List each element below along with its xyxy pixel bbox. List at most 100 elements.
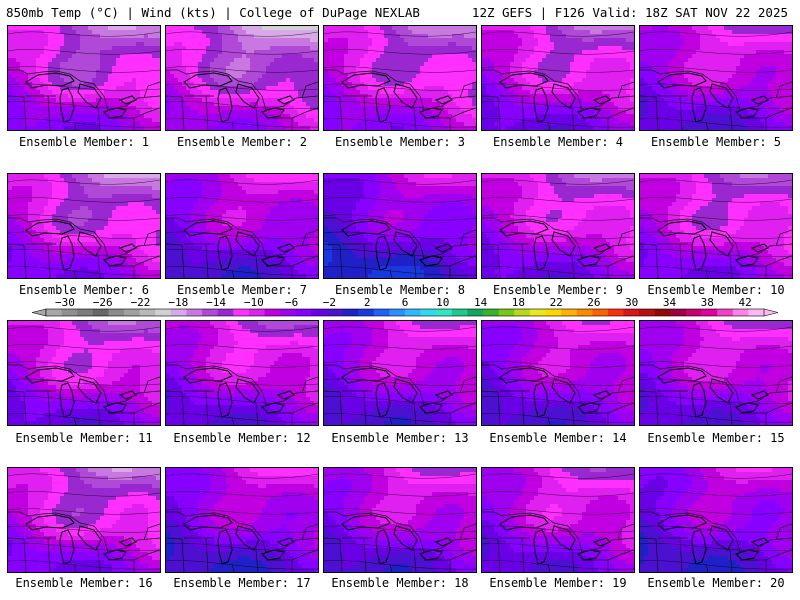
temperature-colorbar: −30 −26 −22 −18 −14 −10 −6 −2 2 6 10 14 18 22 26 30 34 38… bbox=[31, 296, 779, 317]
basemap-borders bbox=[8, 511, 160, 572]
ensemble-member-map-2 bbox=[165, 25, 319, 131]
streamlines bbox=[324, 326, 476, 423]
colorbar-swatch bbox=[233, 309, 250, 316]
colorbar-swatch bbox=[623, 309, 640, 316]
great-lakes-outline bbox=[657, 514, 769, 565]
streamlines bbox=[640, 326, 792, 423]
colorbar-swatch bbox=[576, 309, 593, 316]
colorbar-swatch bbox=[373, 309, 390, 316]
ensemble-member-map-1 bbox=[7, 25, 161, 131]
colorbar-swatch bbox=[717, 309, 734, 316]
temperature-field-map bbox=[8, 468, 160, 572]
basemap-borders bbox=[324, 69, 476, 130]
ensemble-member-label: Ensemble Member: 12 bbox=[163, 431, 321, 445]
ensemble-member-map-6 bbox=[7, 173, 161, 279]
colorbar-swatch bbox=[529, 309, 546, 316]
colorbar-swatch bbox=[748, 309, 765, 316]
colorbar-swatch bbox=[561, 309, 578, 316]
colorbar-tick-label: 2 bbox=[364, 296, 371, 309]
streamlines bbox=[166, 31, 318, 128]
colorbar-swatch bbox=[483, 309, 500, 316]
colorbar-tick-label: −26 bbox=[93, 296, 113, 309]
colorbar-swatch bbox=[701, 309, 718, 316]
streamlines bbox=[166, 473, 318, 570]
colorbar-swatch bbox=[186, 309, 203, 316]
basemap-borders bbox=[640, 217, 792, 278]
great-lakes-outline bbox=[25, 514, 137, 565]
great-lakes-outline bbox=[25, 72, 137, 123]
colorbar-swatch bbox=[326, 309, 343, 316]
colorbar-tick-label: −2 bbox=[323, 296, 336, 309]
colorbar-tick-label: 34 bbox=[663, 296, 677, 309]
streamlines bbox=[482, 473, 634, 570]
great-lakes-outline bbox=[499, 220, 611, 271]
ensemble-member-map-18 bbox=[323, 467, 477, 573]
basemap-borders bbox=[640, 511, 792, 572]
temperature-field-map bbox=[324, 174, 476, 278]
colorbar-swatch bbox=[420, 309, 437, 316]
basemap-borders bbox=[324, 511, 476, 572]
temperature-field-map bbox=[166, 468, 318, 572]
ensemble-member-label: Ensemble Member: 4 bbox=[479, 135, 637, 149]
ensemble-member-label: Ensemble Member: 17 bbox=[163, 576, 321, 590]
ensemble-member-map-4 bbox=[481, 25, 635, 131]
colorbar-arrow-low bbox=[31, 308, 47, 317]
streamlines bbox=[482, 179, 634, 276]
basemap-borders bbox=[640, 364, 792, 425]
ensemble-member-label: Ensemble Member: 20 bbox=[637, 576, 795, 590]
temperature-field-map bbox=[8, 26, 160, 130]
ensemble-member-map-15 bbox=[639, 320, 793, 426]
colorbar-tick-label: 14 bbox=[474, 296, 488, 309]
ensemble-member-map-8 bbox=[323, 173, 477, 279]
great-lakes-outline bbox=[25, 367, 137, 418]
colorbar-swatch bbox=[280, 309, 297, 316]
great-lakes-outline bbox=[341, 367, 453, 418]
basemap-borders bbox=[166, 511, 318, 572]
colorbar-tick-label: −14 bbox=[206, 296, 226, 309]
colorbar-swatch bbox=[732, 309, 749, 316]
ensemble-member-map-17 bbox=[165, 467, 319, 573]
ensemble-member-label: Ensemble Member: 16 bbox=[5, 576, 163, 590]
ensemble-member-label: Ensemble Member: 18 bbox=[321, 576, 479, 590]
colorbar-swatch bbox=[155, 309, 172, 316]
streamlines bbox=[8, 31, 160, 128]
ensemble-member-map-12 bbox=[165, 320, 319, 426]
temperature-field-map bbox=[166, 174, 318, 278]
colorbar-swatch bbox=[92, 309, 109, 316]
basemap-borders bbox=[482, 511, 634, 572]
ensemble-member-label: Ensemble Member: 3 bbox=[321, 135, 479, 149]
colorbar-swatch bbox=[217, 309, 234, 316]
ensemble-member-map-11 bbox=[7, 320, 161, 426]
colorbar-swatch bbox=[295, 309, 312, 316]
basemap-borders bbox=[8, 69, 160, 130]
streamlines bbox=[640, 31, 792, 128]
colorbar-swatch bbox=[592, 309, 609, 316]
ensemble-member-map-5 bbox=[639, 25, 793, 131]
colorbar-swatch bbox=[77, 309, 94, 316]
temperature-field-map bbox=[640, 174, 792, 278]
basemap-borders bbox=[482, 364, 634, 425]
temperature-field-map bbox=[166, 26, 318, 130]
colorbar-tick-label: 38 bbox=[701, 296, 714, 309]
ensemble-member-map-19 bbox=[481, 467, 635, 573]
ensemble-member-label: Ensemble Member: 8 bbox=[321, 283, 479, 297]
basemap-borders bbox=[324, 217, 476, 278]
temperature-field-map bbox=[324, 468, 476, 572]
colorbar-swatch bbox=[607, 309, 624, 316]
colorbar-tick-label: 6 bbox=[402, 296, 409, 309]
colorbar-swatch bbox=[451, 309, 468, 316]
colorbar-swatch bbox=[248, 309, 265, 316]
colorbar-tick-label: 10 bbox=[436, 296, 449, 309]
ensemble-member-map-13 bbox=[323, 320, 477, 426]
colorbar-swatch bbox=[311, 309, 328, 316]
basemap-borders bbox=[8, 364, 160, 425]
colorbar-swatch bbox=[342, 309, 359, 316]
colorbar-tick-label: 18 bbox=[512, 296, 525, 309]
ensemble-member-label: Ensemble Member: 19 bbox=[479, 576, 637, 590]
colorbar-tick-label: 42 bbox=[738, 296, 751, 309]
colorbar-swatch bbox=[358, 309, 375, 316]
streamlines bbox=[482, 326, 634, 423]
ensemble-member-label: Ensemble Member: 10 bbox=[637, 283, 795, 297]
ensemble-member-map-14 bbox=[481, 320, 635, 426]
